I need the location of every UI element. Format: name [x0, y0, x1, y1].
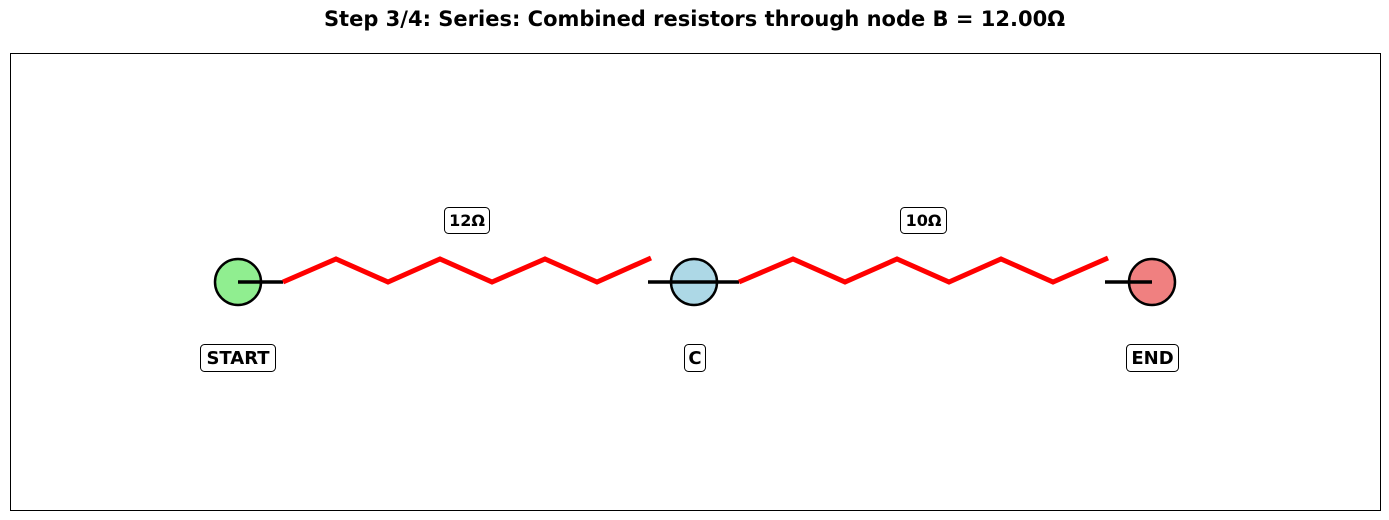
resistor-label-start-c: 12Ω — [444, 207, 490, 234]
node-label-c: C — [684, 344, 706, 372]
resistor-start-c — [282, 255, 653, 285]
node-label-text: START — [206, 348, 270, 369]
resistor-value-text: 10Ω — [906, 211, 942, 230]
node-label-text: END — [1131, 348, 1173, 369]
node-label-start: START — [200, 344, 276, 372]
resistor-label-c-end: 10Ω — [900, 207, 947, 234]
diagram-title: Step 3/4: Series: Combined resistors thr… — [323, 7, 1066, 31]
plot-frame — [10, 53, 1381, 511]
resistor-value-text: 12Ω — [449, 211, 485, 230]
node-label-text: C — [688, 348, 701, 369]
resistor-c-end — [738, 255, 1109, 285]
node-label-end: END — [1126, 344, 1179, 372]
